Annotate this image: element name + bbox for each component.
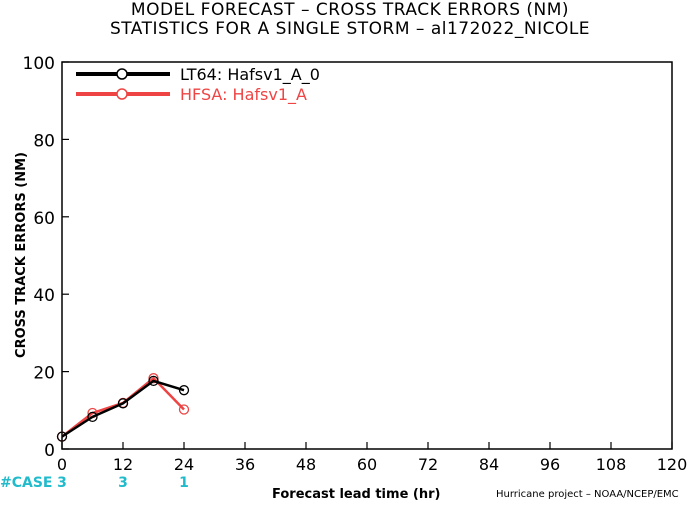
x-tick-label-0: 0 xyxy=(57,455,67,474)
series-0-point-1 xyxy=(87,411,98,423)
legend-marker-0 xyxy=(116,68,128,80)
series-group xyxy=(56,373,190,442)
series-0-point-0 xyxy=(56,431,68,442)
series-line-0 xyxy=(61,379,185,438)
series-0-point-2 xyxy=(117,398,129,409)
chart-subtitle: STATISTICS FOR A SINGLE STORM – al172022… xyxy=(109,19,591,39)
x-tick-label-1: 12 xyxy=(113,455,133,474)
series-0-point-3 xyxy=(148,375,159,387)
credit-text: Hurricane project – NOAA/NCEP/EMC xyxy=(496,489,679,500)
case-counts: #CASE 3 3 1 xyxy=(0,475,189,491)
x-tick-label-7: 84 xyxy=(479,455,499,474)
chart-title: MODEL FORECAST – CROSS TRACK ERRORS (NM) xyxy=(130,0,570,20)
x-tick-label-8: 96 xyxy=(540,455,560,474)
series-1-point-3 xyxy=(148,373,159,384)
x-tick-label-3: 36 xyxy=(235,455,255,474)
y-tick-label-0: 0 xyxy=(44,441,55,461)
y-tick-label-4: 80 xyxy=(33,131,55,151)
case-count-0: 3 xyxy=(57,475,67,491)
x-tick-label-5: 60 xyxy=(357,455,377,474)
legend-marker-1 xyxy=(116,88,128,100)
x-tick-label-4: 48 xyxy=(296,455,316,474)
series-1-point-4 xyxy=(178,404,190,415)
y-axis-label: CROSS TRACK ERRORS (NM) xyxy=(14,152,29,358)
y-tick-label-3: 60 xyxy=(33,209,55,229)
case-label: #CASE xyxy=(0,475,53,491)
x-tick-label-10: 120 xyxy=(657,455,688,474)
series-0-point-4 xyxy=(178,385,190,396)
x-axis: 0 12 24 36 48 60 72 84 96 108 120 xyxy=(57,442,687,474)
y-axis: 0 20 40 60 80 100 xyxy=(23,54,69,461)
x-tick-label-9: 108 xyxy=(596,455,627,474)
plot-frame xyxy=(61,61,673,450)
y-tick-label-2: 40 xyxy=(33,286,55,306)
y-tick-label-5: 100 xyxy=(23,54,55,74)
x-tick-label-2: 24 xyxy=(174,455,194,474)
y-tick-label-1: 20 xyxy=(33,364,55,384)
legend-label-0: LT64: Hafsv1_A_0 xyxy=(180,65,320,85)
legend-label-1: HFSA: Hafsv1_A xyxy=(180,85,307,105)
case-count-2: 1 xyxy=(179,475,189,491)
x-tick-label-6: 72 xyxy=(418,455,438,474)
case-count-1: 3 xyxy=(118,475,128,491)
x-axis-label: Forecast lead time (hr) xyxy=(272,487,441,502)
